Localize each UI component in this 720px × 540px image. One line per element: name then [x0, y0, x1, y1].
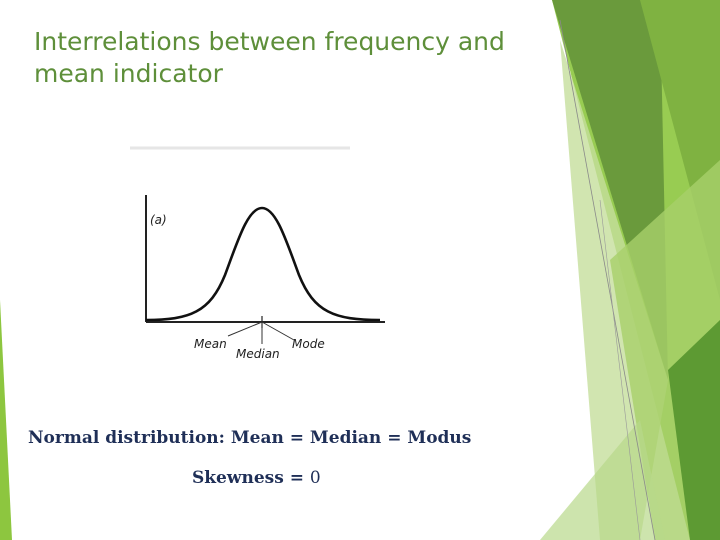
mode-label: Mode — [292, 337, 325, 351]
median-label: Median — [236, 347, 280, 361]
slide-title: Interrelations between frequency and mea… — [34, 27, 505, 88]
normal-distribution-figure: (a) Mean Median Mode — [130, 146, 385, 361]
bell-curve — [145, 206, 381, 322]
skewness-value: 0 — [309, 468, 321, 488]
mean-pointer — [227, 321, 263, 337]
mean-label: Mean — [194, 337, 227, 351]
skewness-label: Skewness = — [192, 468, 304, 488]
mode-pointer — [261, 321, 295, 341]
caption-text: Normal distribution: Mean = Median = Mod… — [28, 428, 472, 448]
skewness-line: Skewness = 0 — [192, 468, 492, 488]
panel-label: (a) — [150, 213, 167, 227]
